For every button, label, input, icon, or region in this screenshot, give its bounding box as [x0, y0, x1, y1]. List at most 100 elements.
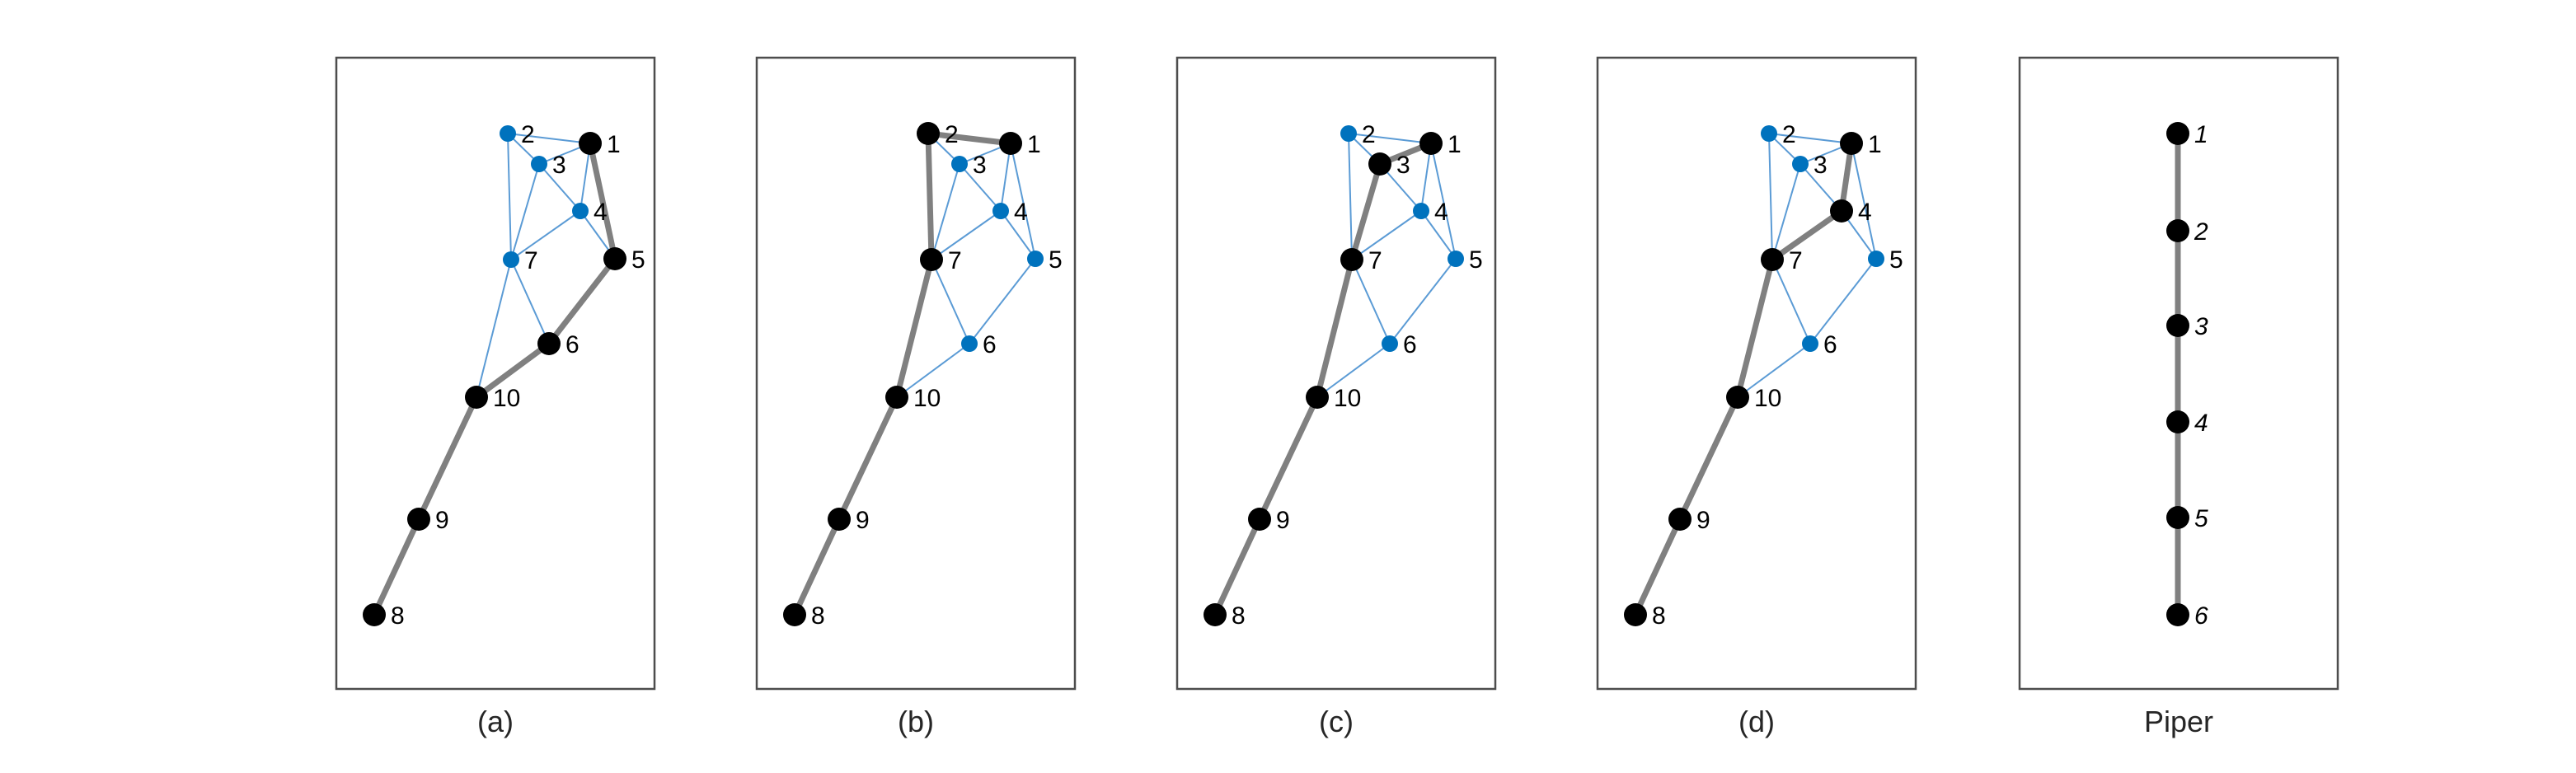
- panel-frame: [2018, 56, 2339, 691]
- node-6: [1382, 335, 1398, 352]
- node-label-7: 7: [1789, 247, 1803, 274]
- highlight-edge-7-10: [894, 256, 935, 401]
- node-label-2: 2: [945, 121, 959, 148]
- edge-1-5: [1430, 143, 1457, 260]
- node-label-8: 8: [1232, 602, 1246, 630]
- node-label-9: 9: [1276, 507, 1290, 534]
- edge-7-6: [1351, 259, 1391, 344]
- path-node-1: [1419, 132, 1443, 155]
- highlight-edge-9-8: [371, 516, 422, 618]
- node-label-8: 8: [391, 602, 405, 630]
- highlight-edge-2-1: [925, 130, 1014, 147]
- edge-7-10: [476, 259, 512, 398]
- node-label-5: 5: [631, 246, 645, 274]
- edge-4-5: [1420, 210, 1457, 260]
- path-node-9: [407, 508, 430, 531]
- node-2: [1761, 125, 1777, 142]
- highlight-edge-5-6: [546, 255, 618, 347]
- highlight-edge-10-9: [415, 394, 480, 522]
- path-node-1: [1840, 132, 1863, 155]
- edge-7-6: [1771, 259, 1811, 344]
- edge-1-5: [1851, 143, 1877, 260]
- node-label-3: 3: [2194, 313, 2208, 340]
- node-label-3: 3: [1396, 152, 1410, 179]
- highlight-edge-10-9: [1677, 394, 1741, 522]
- node-5: [1027, 251, 1044, 267]
- node-label-4: 4: [594, 199, 608, 226]
- path-node-6: [537, 332, 561, 355]
- path-node-5: [603, 247, 626, 270]
- node-label-9: 9: [1696, 507, 1710, 534]
- edge-2-1: [1348, 133, 1432, 144]
- path-node-7: [920, 248, 943, 271]
- panel-caption: Piper: [2144, 705, 2213, 738]
- node-label-10: 10: [493, 385, 520, 412]
- path-node-10: [885, 386, 908, 409]
- path-node-1: [999, 132, 1022, 155]
- node-label-4: 4: [1014, 199, 1028, 226]
- highlight-edge-2-7: [925, 130, 935, 263]
- panel-4: 1 2 3 4 5 6 Piper: [2018, 56, 2339, 738]
- path-node-1: [2166, 122, 2189, 145]
- edge-3-4: [959, 163, 1002, 212]
- node-label-3: 3: [973, 152, 987, 179]
- edge-3-7: [1771, 163, 1801, 260]
- node-label-9: 9: [435, 507, 449, 534]
- node-label-5: 5: [1469, 246, 1483, 274]
- panel-caption: (a): [477, 705, 514, 738]
- node-label-4: 4: [1858, 199, 1872, 226]
- node-2: [500, 125, 516, 142]
- edge-1-5: [1010, 143, 1036, 260]
- edge-6-10: [1316, 343, 1391, 398]
- node-label-10: 10: [913, 385, 941, 412]
- panel-frame: [1175, 56, 1497, 691]
- node-label-1: 1: [607, 131, 621, 158]
- node-label-2: 2: [1362, 121, 1376, 148]
- path-node-4: [2166, 410, 2189, 433]
- node-label-1: 1: [2194, 121, 2208, 148]
- edge-2-7: [507, 133, 512, 260]
- path-node-6: [2166, 603, 2189, 626]
- path-node-3: [2166, 314, 2189, 337]
- node-2: [1340, 125, 1357, 142]
- node-6: [961, 335, 978, 352]
- path-node-2: [2166, 219, 2189, 242]
- highlight-edge-3-7: [1349, 161, 1383, 263]
- edge-2-7: [1348, 133, 1353, 260]
- node-4: [572, 203, 589, 219]
- path-node-10: [1306, 386, 1329, 409]
- path-node-10: [465, 386, 488, 409]
- edge-4-5: [1000, 210, 1036, 260]
- path-node-3: [1368, 152, 1391, 176]
- edge-3-7: [510, 163, 540, 260]
- highlight-edge-1-5: [587, 140, 618, 262]
- node-label-10: 10: [1334, 385, 1361, 412]
- highlight-edge-7-10: [1734, 256, 1776, 401]
- path-node-8: [1624, 603, 1647, 626]
- highlight-edge-9-8: [791, 516, 842, 618]
- panel-caption: (b): [898, 705, 934, 738]
- node-label-8: 8: [1652, 602, 1666, 630]
- edge-2-1: [1768, 133, 1852, 144]
- node-label-2: 2: [2194, 218, 2208, 246]
- node-label-3: 3: [552, 152, 566, 179]
- node-6: [1802, 335, 1818, 352]
- edge-6-10: [1737, 343, 1811, 398]
- path-node-8: [363, 603, 386, 626]
- node-3: [951, 156, 968, 172]
- edge-4-7: [931, 210, 1002, 260]
- node-label-4: 4: [2194, 410, 2208, 437]
- edge-5-6: [1809, 258, 1877, 344]
- panel-frame: [335, 56, 656, 691]
- path-node-9: [828, 508, 851, 531]
- path-node-1: [579, 132, 602, 155]
- highlight-edge-4-7: [1769, 208, 1845, 263]
- edge-2-1: [507, 133, 591, 144]
- node-label-4: 4: [1434, 199, 1448, 226]
- node-5: [1448, 251, 1464, 267]
- node-5: [1868, 251, 1884, 267]
- highlight-edge-10-9: [836, 394, 900, 522]
- path-node-9: [1248, 508, 1271, 531]
